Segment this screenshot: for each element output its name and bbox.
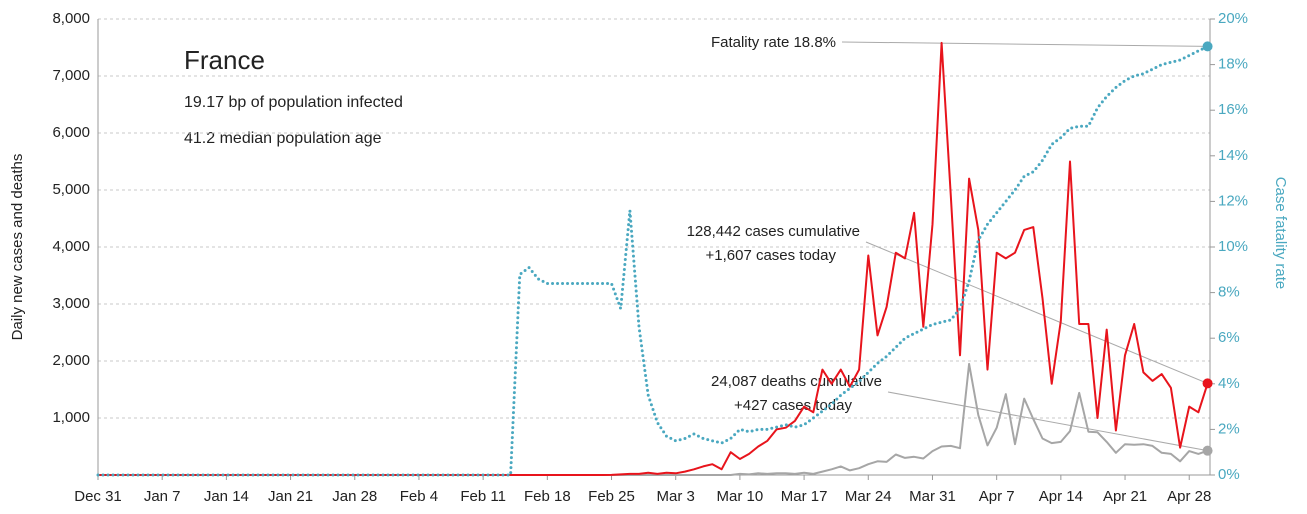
x-tick-label: Jan 7: [144, 488, 181, 505]
y2-tick-label: 12%: [1218, 192, 1248, 209]
y2-tick-label: 6%: [1218, 329, 1240, 346]
y2-tick-label: 8%: [1218, 284, 1240, 301]
y2-tick-label: 20%: [1218, 10, 1248, 27]
x-tick-label: Jan 21: [268, 488, 313, 505]
x-tick-label: Feb 11: [460, 488, 506, 505]
x-tick-label: Mar 10: [717, 488, 764, 505]
y2-tick-label: 0%: [1218, 466, 1240, 483]
end-marker: [1202, 445, 1213, 456]
y-tick-label: 1,000: [52, 409, 90, 426]
end-marker: [1202, 41, 1213, 52]
x-tick-label: Mar 3: [657, 488, 695, 505]
annotation: 128,442 cases cumulative: [687, 223, 860, 240]
connector: [841, 41, 1208, 47]
y2-tick-label: 2%: [1218, 420, 1240, 437]
x-tick-label: Mar 17: [781, 488, 828, 505]
annotation: Fatality rate 18.8%: [711, 34, 836, 51]
subtitle: 19.17 bp of population infected: [184, 94, 403, 111]
annotation: +427 cases today: [734, 397, 853, 414]
y-tick-label: 5,000: [52, 181, 90, 198]
y2-tick-label: 10%: [1218, 238, 1248, 255]
y-tick-label: 7,000: [52, 67, 90, 84]
y-tick-label: 8,000: [52, 10, 90, 27]
y2-tick-label: 14%: [1218, 147, 1248, 164]
subtitle: 41.2 median population age: [184, 130, 382, 147]
y-tick-label: 4,000: [52, 238, 90, 255]
connector: [865, 241, 1208, 384]
x-tick-label: Feb 4: [400, 488, 438, 505]
end-marker: [1202, 378, 1213, 389]
x-tick-label: Dec 31: [74, 488, 122, 505]
y-tick-label: 2,000: [52, 352, 90, 369]
connector: [887, 391, 1208, 452]
x-tick-label: Feb 18: [524, 488, 571, 505]
line-series: [98, 362, 1208, 476]
line-series: [96, 44, 1210, 477]
x-tick-label: Jan 28: [332, 488, 377, 505]
chart-title: France: [184, 45, 265, 75]
y2-axis-label: Case fatality rate: [1272, 177, 1289, 290]
y-tick-label: 6,000: [52, 124, 90, 141]
annotation: +1,607 cases today: [705, 247, 836, 264]
x-tick-label: Apr 28: [1167, 488, 1211, 505]
x-tick-label: Apr 14: [1039, 488, 1083, 505]
annotation: 24,087 deaths cumulative: [711, 373, 882, 390]
y2-tick-label: 4%: [1218, 375, 1240, 392]
x-tick-label: Mar 31: [909, 488, 956, 505]
y2-tick-label: 18%: [1218, 56, 1248, 73]
x-tick-label: Apr 7: [979, 488, 1015, 505]
x-tick-label: Feb 25: [588, 488, 635, 505]
y-axis-label: Daily new cases and deaths: [9, 154, 26, 341]
x-tick-label: Jan 14: [204, 488, 249, 505]
y2-tick-label: 16%: [1218, 101, 1248, 118]
y-tick-label: 3,000: [52, 295, 90, 312]
x-tick-label: Apr 21: [1103, 488, 1147, 505]
x-tick-label: Mar 24: [845, 488, 892, 505]
